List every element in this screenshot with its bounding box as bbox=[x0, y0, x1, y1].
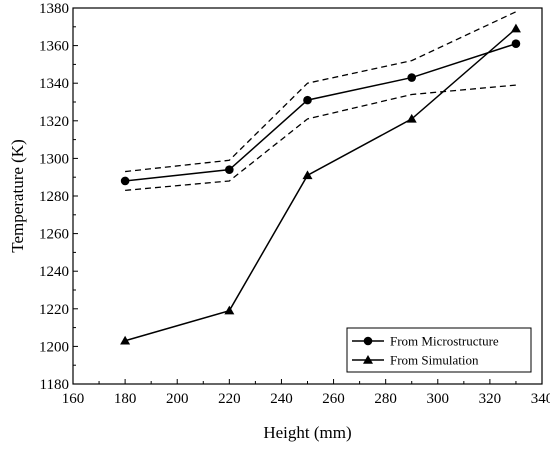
y-tick-label: 1180 bbox=[40, 377, 69, 393]
axis-ticks: 160 180 200 220 240 260 280 300 320 340 1180 1200 12… bbox=[39, 1, 550, 407]
x-tick-label: 320 bbox=[479, 391, 502, 407]
legend-label: From Microstructure bbox=[390, 334, 499, 349]
confidence-bounds bbox=[125, 11, 517, 192]
x-tick-label: 280 bbox=[374, 391, 397, 407]
y-axis-title: Temperature (K) bbox=[8, 139, 27, 253]
data-point-circle bbox=[225, 165, 234, 174]
x-tick-label: 160 bbox=[62, 391, 85, 407]
legend-marker-triangle bbox=[363, 355, 373, 364]
x-tick-label: 260 bbox=[322, 391, 345, 407]
data-point-circle bbox=[511, 39, 521, 49]
x-tick-label: 220 bbox=[218, 391, 241, 407]
x-tick-label: 180 bbox=[114, 391, 137, 407]
y-tick-label: 1300 bbox=[39, 151, 69, 167]
data-point-triangle bbox=[120, 335, 131, 345]
series-line bbox=[125, 43, 517, 182]
x-tick-label: 240 bbox=[270, 391, 293, 407]
x-tick-label: 200 bbox=[166, 391, 189, 407]
data-point-circle bbox=[120, 176, 130, 186]
y-tick-label: 1340 bbox=[39, 76, 69, 92]
bound-line bbox=[125, 84, 517, 192]
data-point-circle bbox=[407, 73, 417, 82]
y-tick-label: 1240 bbox=[39, 264, 69, 280]
bound-line bbox=[125, 11, 517, 173]
data-point-triangle bbox=[224, 305, 235, 315]
x-axis-title: Height (mm) bbox=[263, 423, 351, 442]
x-tick-label: 340 bbox=[531, 391, 550, 407]
y-tick-label: 1220 bbox=[39, 302, 69, 318]
y-tick-label: 1360 bbox=[39, 39, 69, 55]
data-point-circle bbox=[303, 95, 312, 105]
legend: From Microstructure From Simulation bbox=[346, 327, 532, 373]
data-point-triangle bbox=[510, 23, 521, 33]
y-tick-label: 1380 bbox=[39, 1, 69, 17]
data-series bbox=[120, 23, 521, 345]
series-line bbox=[124, 28, 517, 342]
legend-label: From Simulation bbox=[390, 353, 479, 368]
y-tick-label: 1320 bbox=[39, 114, 69, 130]
y-tick-label: 1280 bbox=[39, 189, 69, 205]
data-point-triangle bbox=[302, 170, 313, 180]
legend-marker-circle bbox=[363, 336, 373, 346]
x-tick-label: 300 bbox=[427, 391, 450, 407]
legend-box bbox=[346, 327, 532, 373]
data-point-triangle bbox=[406, 113, 417, 123]
y-tick-label: 1200 bbox=[39, 339, 69, 355]
y-tick-label: 1260 bbox=[39, 227, 69, 243]
